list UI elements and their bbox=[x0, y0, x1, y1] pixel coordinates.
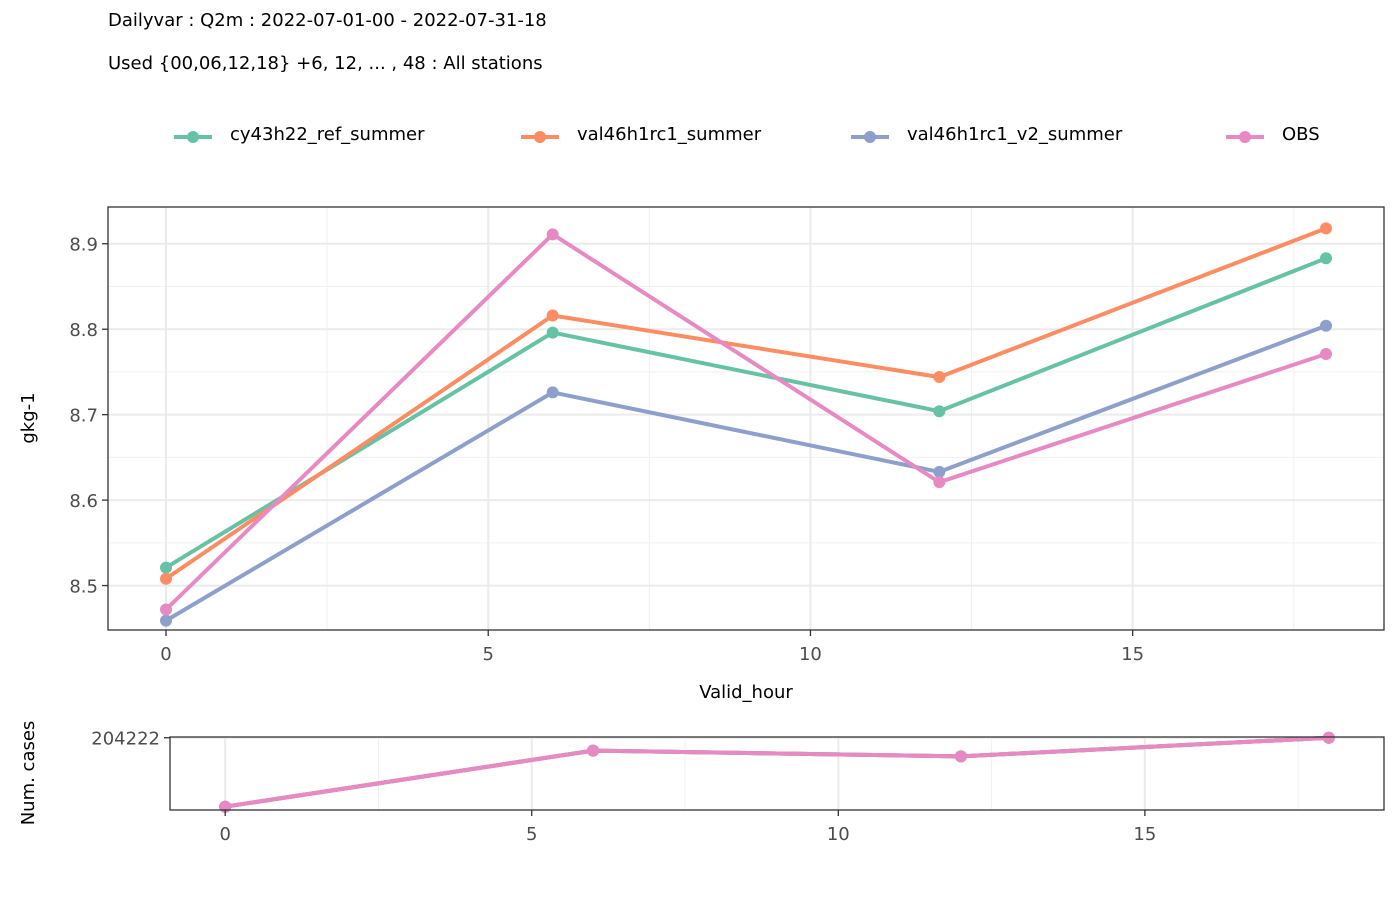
data-point bbox=[933, 476, 946, 489]
y-tick-label: 8.7 bbox=[69, 406, 98, 427]
data-point bbox=[546, 386, 559, 399]
legend-label: val46h1rc1_v2_summer bbox=[907, 124, 1123, 145]
x-tick-label: 5 bbox=[482, 644, 493, 665]
series-line bbox=[164, 256, 1327, 570]
series-line bbox=[224, 735, 1329, 809]
x-tick-label: 15 bbox=[1133, 824, 1156, 845]
x-tick-label: 0 bbox=[219, 824, 230, 845]
legend-key-val46h1rc1-v2 bbox=[851, 131, 889, 143]
legend-label: val46h1rc1_summer bbox=[577, 124, 762, 145]
y-axis-title: gkg-1 bbox=[18, 392, 39, 443]
y-tick-label: 8.6 bbox=[69, 491, 98, 512]
series-line bbox=[164, 226, 1327, 581]
data-point bbox=[546, 309, 559, 322]
chart-title: Dailyvar : Q2m : 2022-07-01-00 - 2022-07… bbox=[108, 10, 547, 31]
y-tick-label: 8.8 bbox=[69, 320, 98, 341]
legend-key-obs bbox=[1226, 131, 1264, 143]
y-axis-title: Num. cases bbox=[18, 721, 39, 826]
legend-label: OBS bbox=[1282, 124, 1320, 145]
x-tick-label: 15 bbox=[1121, 644, 1144, 665]
num-cases-panel: 0 5 10 15 204222 Num. cases bbox=[18, 721, 1385, 845]
legend: cy43h22_ref_summer val46h1rc1_summer val… bbox=[0, 122, 1400, 152]
x-tick-label: 5 bbox=[526, 824, 537, 845]
data-point bbox=[587, 744, 600, 757]
data-point bbox=[546, 326, 559, 339]
data-point bbox=[933, 405, 946, 418]
data-point bbox=[1320, 319, 1332, 332]
plot-background bbox=[170, 737, 1384, 810]
data-point bbox=[160, 614, 172, 627]
legend-label: cy43h22_ref_summer bbox=[230, 124, 425, 145]
series-line bbox=[164, 323, 1327, 623]
data-point bbox=[933, 371, 946, 384]
data-point bbox=[1320, 347, 1332, 360]
plot-background bbox=[108, 207, 1384, 630]
chart-subtitle: Used {00,06,12,18} +6, 12, ... , 48 : Al… bbox=[108, 53, 543, 74]
x-tick-label: 10 bbox=[827, 824, 850, 845]
data-point bbox=[1322, 731, 1335, 744]
data-point bbox=[160, 572, 172, 585]
legend-key-val46h1rc1 bbox=[521, 131, 559, 143]
data-point bbox=[1320, 252, 1332, 265]
x-tick-label: 0 bbox=[160, 644, 171, 665]
main-plot-panel: 0 5 10 15 8.5 8.6 8.7 8.8 8.9 Valid_hour gkg-1 bbox=[18, 206, 1385, 703]
panel-border bbox=[107, 206, 1385, 631]
y-tick-label: 8.9 bbox=[69, 235, 98, 256]
x-axis-title: Valid_hour bbox=[699, 682, 793, 703]
y-tick-label: 8.5 bbox=[69, 577, 98, 598]
data-point bbox=[954, 750, 967, 763]
x-tick-label: 10 bbox=[799, 644, 822, 665]
series-line bbox=[164, 232, 1327, 611]
data-point bbox=[933, 465, 946, 478]
legend-key-cy43h22 bbox=[174, 131, 212, 143]
data-point bbox=[546, 228, 559, 241]
data-point bbox=[1320, 222, 1332, 235]
data-point bbox=[160, 561, 172, 574]
panel-border bbox=[169, 736, 1385, 811]
y-tick-label: 204222 bbox=[91, 729, 160, 750]
data-point bbox=[160, 603, 172, 616]
